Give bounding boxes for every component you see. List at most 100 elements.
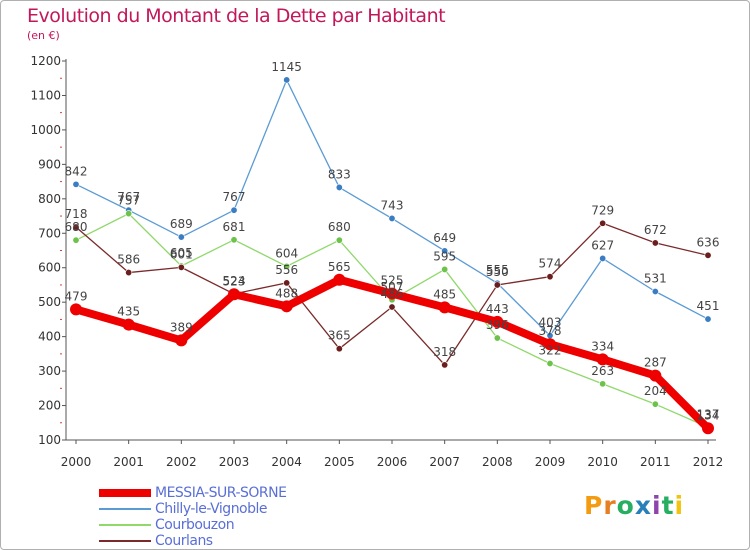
data-label: 507: [381, 280, 404, 294]
data-point: [704, 251, 712, 259]
data-label: 595: [433, 249, 456, 263]
data-label: 365: [328, 329, 351, 343]
data-point: [280, 300, 293, 313]
data-label: 287: [644, 356, 667, 370]
data-label: 204: [644, 384, 667, 398]
legend-label: Chilly-le-Vignoble: [155, 501, 268, 517]
y-tick-label: 1100: [30, 88, 61, 102]
data-point: [441, 265, 449, 273]
chart-subtitle: (en €): [27, 29, 60, 42]
data-label: 689: [170, 217, 193, 231]
data-point: [125, 210, 133, 218]
data-label: 729: [591, 203, 614, 217]
data-label: 134: [697, 408, 720, 422]
data-label: 555: [486, 263, 509, 277]
data-point: [72, 223, 80, 231]
data-label: 681: [223, 220, 246, 234]
data-point: [441, 361, 449, 369]
x-tick-label: 2011: [640, 455, 671, 469]
x-tick-label: 2003: [219, 455, 250, 469]
x-tick-label: 2010: [587, 455, 618, 469]
data-point: [493, 334, 501, 342]
data-label: 485: [433, 287, 456, 301]
data-label: 680: [328, 220, 351, 234]
data-point: [228, 288, 240, 301]
data-point: [546, 360, 554, 368]
proxiti-logo: Proxiti: [584, 491, 685, 520]
data-label: 586: [117, 253, 140, 267]
data-point: [546, 273, 554, 281]
data-label: 565: [328, 260, 351, 274]
data-label: 378: [539, 324, 562, 338]
data-point: [596, 353, 609, 366]
data-point: [283, 262, 291, 270]
data-point: [72, 236, 80, 244]
data-point: [702, 422, 714, 435]
data-label: 601: [170, 247, 193, 261]
data-label: 389: [170, 320, 193, 334]
data-label: 550: [486, 265, 509, 279]
data-point: [177, 263, 185, 271]
data-point: [438, 301, 451, 314]
legend-swatch: [99, 489, 151, 497]
legend-item: Chilly-le-Vignoble: [99, 501, 286, 517]
x-tick-label: 2007: [429, 455, 460, 469]
x-tick-label: 2009: [535, 455, 566, 469]
data-point: [599, 219, 607, 227]
y-tick-label: 900: [38, 157, 61, 171]
data-label: 523: [223, 274, 246, 288]
data-point: [651, 400, 659, 408]
data-label: 556: [275, 263, 298, 277]
data-label: 767: [223, 190, 246, 204]
data-label: 604: [275, 246, 298, 260]
data-label: 137: [697, 407, 720, 421]
data-point: [599, 380, 607, 388]
data-label: 435: [117, 305, 140, 319]
data-label: 636: [697, 235, 720, 249]
legend-swatch: [99, 508, 151, 510]
y-tick-label: 500: [38, 295, 61, 309]
legend-item: MESSIA-SUR-SORNE: [99, 485, 287, 501]
data-point: [125, 269, 133, 277]
data-label: 1145: [271, 60, 302, 74]
data-point: [386, 287, 398, 300]
data-label: 334: [591, 339, 614, 353]
data-label: 767: [117, 190, 140, 204]
data-point: [230, 206, 238, 214]
data-point: [491, 315, 504, 328]
data-point: [175, 334, 188, 347]
x-tick-label: 2006: [377, 455, 408, 469]
data-label: 627: [591, 238, 614, 252]
data-point: [651, 288, 659, 296]
x-tick-label: 2004: [271, 455, 302, 469]
data-point: [493, 281, 501, 289]
data-label: 574: [539, 257, 562, 271]
y-tick-label: 100: [38, 433, 61, 447]
data-point: [335, 345, 343, 353]
data-point: [651, 239, 659, 247]
data-label: 531: [644, 272, 667, 286]
data-label: 757: [117, 194, 140, 208]
y-tick-label: 700: [38, 226, 61, 240]
data-label: 718: [65, 207, 88, 221]
data-label: 680: [65, 220, 88, 234]
data-point: [335, 183, 343, 191]
data-point: [388, 303, 396, 311]
data-point: [177, 233, 185, 241]
legend-item: Courlans: [99, 533, 286, 549]
data-label: 649: [433, 231, 456, 245]
y-tick-label: 800: [38, 192, 61, 206]
data-label: 488: [275, 286, 298, 300]
data-point: [544, 338, 556, 351]
legend-swatch: [99, 540, 151, 542]
data-point: [283, 76, 291, 84]
chart-title: Evolution du Montant de la Dette par Hab…: [27, 5, 446, 27]
data-label: 486: [381, 287, 404, 301]
data-label: 743: [381, 198, 404, 212]
legend-label: MESSIA-SUR-SORNE: [155, 485, 287, 501]
data-label: 525: [381, 274, 404, 288]
y-tick-label: 400: [38, 330, 61, 344]
legend-item: Courbouzon: [99, 517, 286, 533]
